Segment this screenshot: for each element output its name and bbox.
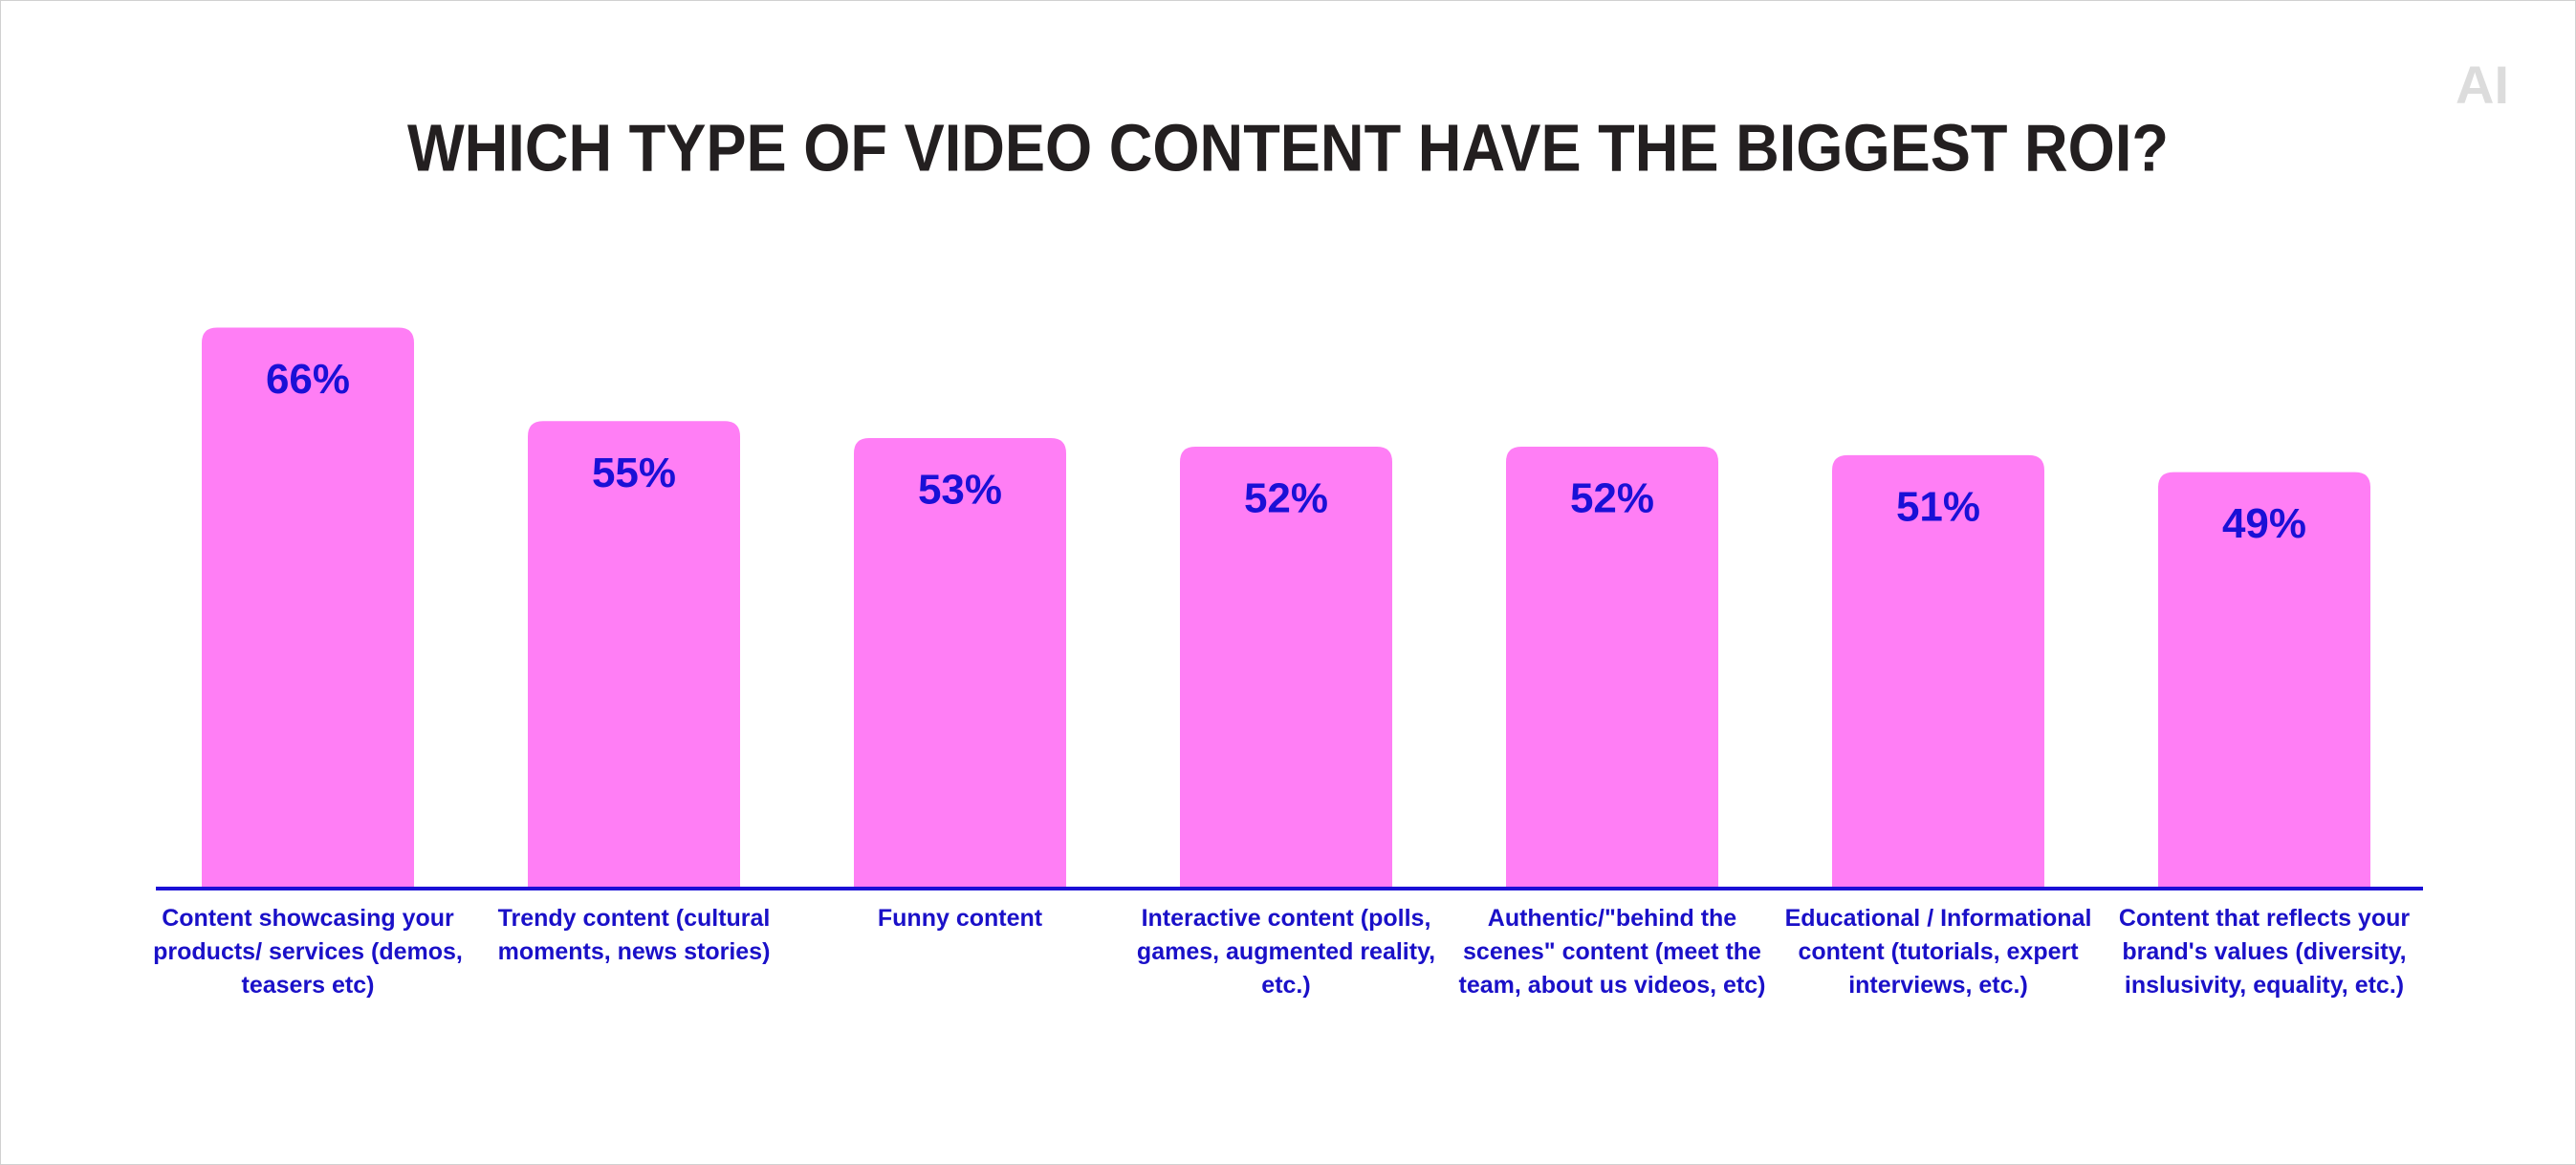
x-tick-label-box: Trendy content (cultural moments, news s… xyxy=(497,905,771,965)
value-label: 55% xyxy=(592,450,676,496)
x-tick-label-box: Authentic/"behind the scenes" content (m… xyxy=(1458,905,1766,999)
x-tick-label: Interactive content (polls, games, augme… xyxy=(1136,905,1436,999)
value-label: 49% xyxy=(2222,500,2306,547)
value-label: 52% xyxy=(1244,475,1328,522)
x-tick-label: Educational / Informational content (tut… xyxy=(1784,905,2092,999)
value-label: 53% xyxy=(918,467,1002,514)
x-tick-label-box: Educational / Informational content (tut… xyxy=(1784,905,2092,999)
x-tick-label-box: Content that reflects your brand's value… xyxy=(2118,905,2411,999)
bar xyxy=(1506,446,1718,889)
value-label: 51% xyxy=(1896,483,1980,530)
bar xyxy=(1832,454,2044,889)
x-tick-label-box: Content showcasing your products/ servic… xyxy=(153,905,463,999)
x-tick-label: Trendy content (cultural moments, news s… xyxy=(497,905,771,965)
x-tick-label: Content showcasing your products/ servic… xyxy=(153,905,463,999)
chart-title: WHICH TYPE OF VIDEO CONTENT HAVE THE BIG… xyxy=(407,110,2169,185)
bar xyxy=(1180,446,1392,889)
value-label: 66% xyxy=(266,356,350,403)
x-tick-label-box: Interactive content (polls, games, augme… xyxy=(1136,905,1436,999)
bar xyxy=(528,421,740,889)
x-tick-label: Content that reflects your brand's value… xyxy=(2118,905,2411,999)
logo: AI xyxy=(2456,55,2509,115)
bar xyxy=(202,327,414,889)
value-label: 52% xyxy=(1570,475,1654,522)
x-tick-label: Funny content xyxy=(877,905,1043,932)
bar xyxy=(854,438,1066,889)
x-tick-label: Authentic/"behind the scenes" content (m… xyxy=(1458,905,1766,999)
bar xyxy=(2158,472,2370,889)
x-tick-label-box: Funny content xyxy=(877,905,1043,932)
